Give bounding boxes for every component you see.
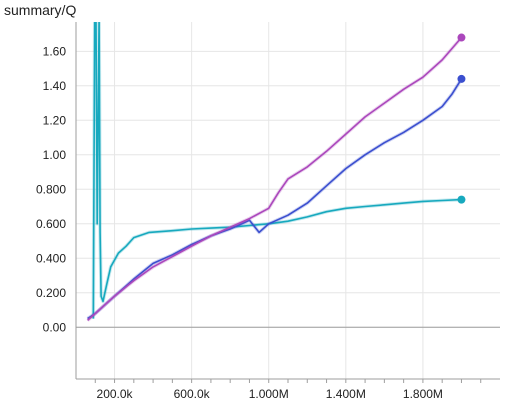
- series-end-marker[interactable]: [457, 74, 466, 83]
- y-tick-label: 1.40: [43, 79, 67, 93]
- x-tick-label: 1.000M: [249, 387, 289, 401]
- y-tick-label: 1.60: [43, 44, 67, 58]
- y-tick-label: 1.20: [43, 113, 67, 127]
- series-line-2: [87, 78, 463, 320]
- x-tick-label: 200.0k: [97, 387, 134, 401]
- x-tick-labels: 200.0k 600.0k 1.000M 1.400M 1.800M: [97, 387, 443, 401]
- y-tick-label: 0.800: [36, 182, 66, 196]
- axes: [75, 22, 500, 383]
- series-lines: [86, 22, 463, 322]
- series-line-shadow: [86, 36, 463, 322]
- series-line-3: [87, 36, 463, 321]
- grid-lines: [76, 22, 500, 379]
- x-tick-label: 1.800M: [403, 387, 443, 401]
- y-tick-label: 0.600: [36, 217, 66, 231]
- y-tick-label: 0.200: [36, 286, 66, 300]
- series-line-1: [92, 22, 462, 319]
- y-tick-label: 0.00: [43, 320, 67, 334]
- x-tick-label: 1.400M: [326, 387, 366, 401]
- series-end-marker[interactable]: [457, 33, 466, 42]
- y-tick-label: 0.400: [36, 251, 66, 265]
- x-tick-label: 600.0k: [174, 387, 211, 401]
- series-end-marker[interactable]: [457, 195, 466, 204]
- y-tick-labels: 0.00 0.200 0.400 0.600 0.800 1.00 1.20 1.40 1.60: [36, 44, 66, 334]
- y-tick-label: 1.00: [43, 148, 67, 162]
- chart-title: summary/Q: [4, 2, 77, 18]
